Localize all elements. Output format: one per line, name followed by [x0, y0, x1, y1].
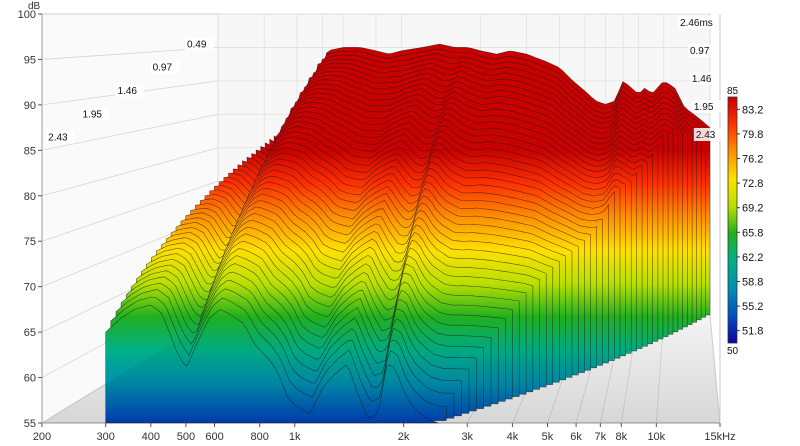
time-tick-left: 0.49 [184, 37, 214, 51]
x-tick-label: 200 [33, 431, 51, 443]
time-tick-right: 2.46ms [678, 16, 720, 29]
y-tick-label: 100 [18, 9, 36, 21]
x-tick-label: 2k [398, 431, 410, 443]
time-tick-right-text: 0.97 [690, 46, 710, 57]
time-label-bg [184, 37, 214, 51]
time-tick-right: 1.95 [691, 100, 721, 113]
waterfall-slices [42, 43, 720, 424]
time-tick-right-text: 2.46ms [680, 18, 713, 29]
time-tick-left-text: 0.97 [153, 63, 173, 74]
colorbar-tick-label: 58.8 [742, 277, 763, 289]
time-tick-right: 2.43 [693, 128, 723, 141]
colorbar-tick-label: 55.2 [742, 301, 763, 313]
time-tick-right-text: 1.46 [692, 74, 712, 85]
time-tick-left: 1.95 [80, 107, 110, 121]
colorbar-tick-label: 79.8 [742, 129, 763, 141]
x-tick-label: 5k [542, 431, 554, 443]
time-tick-left-text: 2.43 [48, 133, 68, 144]
grid-line-y [41, 113, 219, 151]
colorbar-max-label: 85 [727, 86, 739, 97]
colorbar-tick-label: 51.8 [742, 326, 763, 338]
x-tick-label: 400 [142, 431, 160, 443]
time-tick-right-text: 2.43 [696, 130, 716, 141]
colorbar-tick-label: 83.2 [742, 104, 763, 116]
y-tick-label: 70 [24, 282, 36, 294]
colorbar-tick-label: 76.2 [742, 154, 763, 166]
x-tick-label: 10k [647, 431, 665, 443]
time-label-bg [693, 128, 723, 141]
x-axis: 200 300 400 500 600 800 1k 2k 3k 4k 5k 6k 7k 8k 10k 15k… [33, 423, 736, 443]
time-label-bg [691, 100, 721, 113]
time-tick-left-text: 0.49 [187, 40, 207, 51]
time-label-bg [115, 84, 145, 98]
time-tick-right: 1.46 [689, 72, 719, 85]
time-tick-right: 0.97 [687, 44, 717, 57]
time-tick-left-text: 1.95 [82, 110, 102, 121]
colorbar-tick-label: 72.8 [742, 178, 763, 190]
x-tick-label: 600 [205, 431, 223, 443]
colorbar-tick-label: 69.2 [742, 203, 763, 215]
x-tick-label: 6k [570, 431, 582, 443]
x-tick-label: 7k [595, 431, 607, 443]
colorbar: 85 50 83.2 79.8 76.2 72.8 69.2 65.8 62.2 58.8 55.2… [727, 86, 763, 357]
grid-line-y [41, 147, 219, 197]
y-tick-label: 75 [24, 236, 36, 248]
y-tick-label: 85 [24, 145, 36, 157]
y-tick-label: 65 [24, 327, 36, 339]
x-tick-label: 4k [507, 431, 519, 443]
time-label-bg [687, 44, 717, 57]
time-tick-left: 2.43 [46, 130, 75, 144]
grid-line-y [41, 180, 219, 242]
x-tick-label: 8k [615, 431, 627, 443]
y-tick-label: 80 [24, 191, 36, 203]
time-label-bg [689, 72, 719, 85]
time-label-bg [150, 60, 180, 74]
time-tick-right-text: 1.95 [694, 102, 714, 113]
x-tick-label: 1k [289, 431, 301, 443]
time-label-bg [80, 107, 110, 121]
y-axis-label: dB [28, 1, 41, 12]
time-tick-left-text: 1.46 [118, 86, 138, 97]
time-tick-left: 1.46 [115, 84, 145, 98]
y-tick-label: 60 [24, 373, 36, 385]
time-label-bg [46, 130, 75, 144]
x-tick-label: 300 [96, 431, 114, 443]
x-tick-label: 15kHz [704, 431, 735, 443]
colorbar-gradient [727, 96, 738, 344]
surface-shade [42, 315, 720, 423]
time-axis: 0.49 0.97 1.46 1.95 2.43 2.46ms 0.97 1.46 1.95 2.… [46, 16, 723, 144]
time-tick-left: 0.97 [150, 60, 180, 74]
x-tick-label: 500 [177, 431, 195, 443]
y-tick-label: 90 [24, 100, 36, 112]
x-tick-label: 800 [251, 431, 269, 443]
colorbar-tick-label: 62.2 [742, 252, 763, 264]
x-tick-label: 3k [461, 431, 473, 443]
colorbar-tick-label: 65.8 [742, 227, 763, 239]
y-tick-label: 55 [24, 418, 36, 430]
colorbar-min-label: 50 [727, 346, 739, 357]
y-tick-label: 95 [24, 54, 36, 66]
time-label-bg [678, 16, 720, 29]
